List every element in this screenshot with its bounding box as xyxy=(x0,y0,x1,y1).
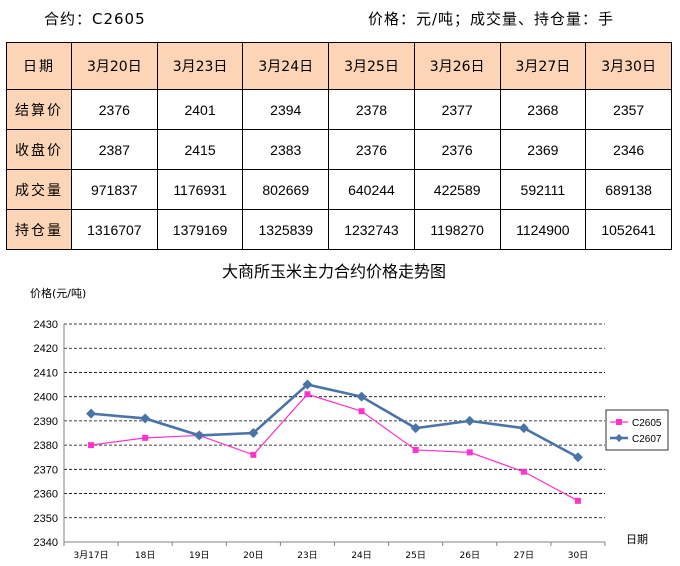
data-point xyxy=(466,449,473,456)
column-header: 3月25日 xyxy=(328,42,415,90)
table-cell: 1176931 xyxy=(156,169,244,210)
data-point xyxy=(194,430,205,441)
table-cell: 1379169 xyxy=(156,209,244,250)
data-point xyxy=(358,408,365,415)
y-tick-label: 2370 xyxy=(34,464,58,476)
x-tick-label: 18日 xyxy=(135,550,155,561)
row-header: 持仓量 xyxy=(6,209,72,250)
y-tick-label: 2340 xyxy=(34,537,58,549)
settlement-table: 日期 3月20日 3月23日 3月24日 3月25日 3月26日 3月27日 3… xyxy=(6,42,672,250)
series-line xyxy=(90,383,579,459)
y-tick-label: 2380 xyxy=(34,440,58,452)
y-tick-label: 2400 xyxy=(34,392,58,404)
x-tick-label: 20日 xyxy=(243,550,263,561)
data-point xyxy=(248,428,259,438)
data-point xyxy=(572,452,583,463)
table-cell: 971837 xyxy=(71,169,158,210)
legend-marker xyxy=(615,434,623,442)
table-cell: 1052641 xyxy=(585,209,672,250)
legend-box xyxy=(605,409,669,451)
legend-marker xyxy=(616,419,622,425)
table-cell: 1316707 xyxy=(71,209,158,250)
table-cell: 2394 xyxy=(242,89,330,130)
table-cell: 1232743 xyxy=(328,209,415,250)
data-point xyxy=(518,423,529,434)
column-header: 3月27日 xyxy=(499,42,587,90)
table-header-row: 日期 3月20日 3月23日 3月24日 3月25日 3月26日 3月27日 3… xyxy=(6,42,672,90)
y-axis-label: 价格(元/吨) xyxy=(30,286,86,300)
y-tick-label: 2420 xyxy=(34,343,58,355)
x-tick-label: 24日 xyxy=(351,550,371,561)
x-tick-label: 23日 xyxy=(297,550,317,561)
data-point xyxy=(142,434,149,441)
data-point xyxy=(304,391,311,398)
table-cell: 802669 xyxy=(242,169,330,210)
table-cell: 2368 xyxy=(499,89,587,130)
table-row: 持仓量 1316707 1379169 1325839 1232743 1198… xyxy=(6,209,672,250)
y-tick-label: 2350 xyxy=(34,513,58,525)
table-row: 收盘价 2387 2415 2383 2376 2376 2369 2346 xyxy=(6,129,672,170)
legend-label: C2607 xyxy=(632,434,662,445)
data-point xyxy=(250,451,257,458)
chart-title: 大商所玉米主力合约价格走势图 xyxy=(222,262,446,281)
row-header: 收盘价 xyxy=(6,129,72,170)
table-cell: 2376 xyxy=(71,89,158,130)
table-cell: 2376 xyxy=(413,129,501,170)
legend-label: C2605 xyxy=(632,418,662,429)
x-tick-label: 3月17日 xyxy=(73,550,108,561)
table-cell: 2346 xyxy=(585,129,672,170)
x-axis-label: 日期 xyxy=(626,533,648,546)
units-label: 价格：元/吨；成交量、持仓量：手 xyxy=(368,10,615,28)
series-line xyxy=(90,393,579,502)
y-tick-label: 2390 xyxy=(34,416,58,428)
table-cell: 1325839 xyxy=(242,209,330,250)
series-C2605 xyxy=(88,391,581,504)
table-cell: 1124900 xyxy=(499,209,587,250)
x-tick-label: 27日 xyxy=(514,550,534,561)
contract-label: 合约：C2605 xyxy=(44,10,146,28)
x-tick-label: 30日 xyxy=(568,550,588,561)
column-header: 3月26日 xyxy=(413,42,501,90)
data-point xyxy=(464,415,475,426)
data-point xyxy=(520,468,527,475)
y-tick-label: 2410 xyxy=(34,367,58,379)
y-tick-label: 2360 xyxy=(34,489,58,501)
table-cell: 2387 xyxy=(71,129,158,170)
data-point xyxy=(302,379,313,390)
corner-cell: 日期 xyxy=(6,42,72,90)
data-point xyxy=(86,408,97,419)
table-cell: 1198270 xyxy=(413,209,501,250)
column-header: 3月24日 xyxy=(242,42,330,90)
table-cell: 2401 xyxy=(156,89,244,130)
table-cell: 422589 xyxy=(413,169,501,210)
table-cell: 2369 xyxy=(499,129,587,170)
x-tick-label: 19日 xyxy=(189,550,209,561)
column-header: 3月20日 xyxy=(71,42,158,90)
row-header: 成交量 xyxy=(6,169,72,210)
data-point xyxy=(410,423,421,434)
x-tick-label: 25日 xyxy=(405,550,425,561)
data-point xyxy=(88,442,95,449)
x-tick-label: 26日 xyxy=(460,550,480,561)
data-point xyxy=(412,446,419,453)
series-C2607 xyxy=(86,379,583,463)
data-point xyxy=(574,497,581,504)
data-point xyxy=(356,391,367,402)
row-header: 结算价 xyxy=(6,89,72,130)
table-cell: 2376 xyxy=(328,129,415,170)
data-point xyxy=(140,413,151,424)
y-tick-label: 2430 xyxy=(34,319,58,331)
table-row: 成交量 971837 1176931 802669 640244 422589 … xyxy=(6,169,672,210)
table-cell: 2377 xyxy=(413,89,501,130)
column-header: 3月23日 xyxy=(156,42,244,90)
